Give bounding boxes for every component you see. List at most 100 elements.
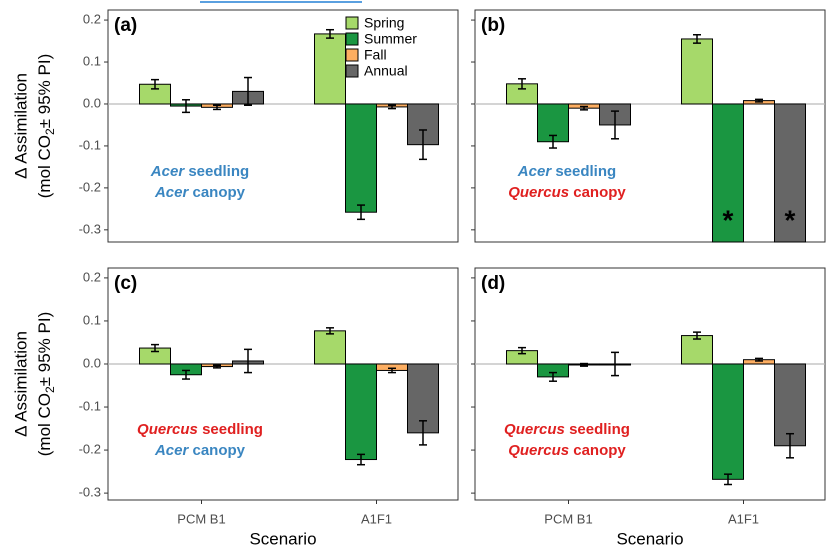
- y-axis-title-part: 2: [43, 128, 57, 135]
- y-axis-title: (mol CO2± 95% PI): [35, 312, 57, 457]
- genus: Quercus: [508, 184, 569, 201]
- panel-frame: [107, 267, 459, 501]
- label-word: canopy: [193, 184, 246, 201]
- annotation-canopy: Acer canopy: [154, 442, 246, 459]
- genus: Acer: [154, 442, 190, 459]
- y-tick-label: -0.1: [79, 398, 101, 413]
- bar: [681, 38, 713, 105]
- annotation-canopy: Acer canopy: [154, 184, 246, 201]
- y-tick-label: 0.2: [83, 269, 101, 284]
- error-bar: [611, 351, 619, 377]
- bar: [345, 103, 377, 213]
- error-bar: [244, 348, 252, 374]
- error-bar: [549, 371, 557, 382]
- error-bar: [213, 104, 221, 111]
- y-tick-label: -0.2: [79, 442, 101, 457]
- asterisk: *: [785, 204, 796, 235]
- error-bar: [611, 110, 619, 140]
- legend-swatch: [345, 64, 359, 78]
- y-axis-title: Δ Assimilation: [11, 73, 30, 179]
- genus: Acer: [150, 163, 186, 180]
- error-bar: [357, 453, 365, 466]
- y-axis-title-part: ± 95% PI): [35, 312, 54, 387]
- bar-off-scale: [774, 103, 806, 243]
- genus: Acer: [517, 163, 553, 180]
- legend-label: Spring: [364, 15, 404, 31]
- error-bar: [518, 78, 526, 90]
- bar-off-scale: [712, 103, 744, 243]
- legend-swatch: [345, 16, 359, 30]
- label-word: seedling: [188, 163, 249, 180]
- error-bar: [419, 129, 427, 161]
- bar: [681, 335, 713, 365]
- genus: Quercus: [137, 421, 198, 438]
- y-tick-label: -0.1: [79, 137, 101, 152]
- x-tick-label: PCM B1: [544, 511, 592, 526]
- x-tick-label: A1F1: [728, 511, 759, 526]
- error-bar: [326, 28, 334, 39]
- error-bar: [151, 78, 159, 90]
- label-word: canopy: [573, 442, 626, 459]
- annotation-seedling: Quercus seedling: [137, 421, 263, 438]
- y-axis-title-part: (mol CO: [35, 393, 54, 456]
- annotation-seedling: Quercus seedling: [504, 421, 630, 438]
- bar: [314, 330, 346, 365]
- legend-label: Summer: [364, 31, 417, 47]
- panel-frame: [474, 9, 826, 243]
- annotation-canopy: Quercus canopy: [508, 442, 626, 459]
- bar: [712, 363, 744, 480]
- annotation-seedling: Acer seedling: [517, 163, 616, 180]
- y-tick-label: 0.0: [83, 355, 101, 370]
- panel-label: (b): [481, 15, 505, 36]
- panel-label: (c): [114, 273, 137, 294]
- y-axis-title: (mol CO2± 95% PI): [35, 54, 57, 199]
- error-bar: [326, 327, 334, 335]
- genus: Acer: [154, 184, 190, 201]
- y-tick-label: 0.2: [83, 12, 101, 27]
- x-axis-title: Scenario: [249, 529, 316, 547]
- error-bar: [388, 367, 396, 374]
- error-bar: [213, 364, 221, 369]
- error-bar: [151, 343, 159, 353]
- genus: Quercus: [504, 421, 565, 438]
- error-bar: [182, 369, 190, 380]
- panel-label: (a): [114, 15, 137, 36]
- panel-frame: [474, 267, 826, 501]
- y-tick-label: 0.0: [83, 95, 101, 110]
- legend-label: Fall: [364, 47, 387, 63]
- y-tick-label: 0.1: [83, 312, 101, 327]
- y-axis-title-part: ± 95% PI): [35, 54, 54, 129]
- annotation-canopy: Quercus canopy: [508, 184, 626, 201]
- error-bar: [724, 473, 732, 486]
- genus: Quercus: [508, 442, 569, 459]
- error-bar: [693, 34, 701, 44]
- error-bar: [388, 104, 396, 110]
- label-word: seedling: [569, 421, 630, 438]
- y-axis-title: Δ Assimilation: [11, 331, 30, 437]
- error-bar: [755, 357, 763, 362]
- label-word: canopy: [193, 442, 246, 459]
- x-axis-title: Scenario: [616, 529, 683, 547]
- label-word: seedling: [202, 421, 263, 438]
- error-bar: [357, 204, 365, 221]
- error-bar: [755, 98, 763, 103]
- bar: [345, 363, 377, 461]
- label-word: seedling: [555, 163, 616, 180]
- panel-frame: [107, 9, 459, 243]
- x-tick-label: A1F1: [361, 511, 392, 526]
- asterisk: *: [723, 204, 734, 235]
- bar: [774, 363, 806, 447]
- y-axis-title-part: (mol CO: [35, 135, 54, 198]
- y-tick-label: -0.3: [79, 221, 101, 236]
- error-bar: [693, 331, 701, 340]
- error-bar: [786, 432, 794, 459]
- y-axis-title-part: 2: [43, 386, 57, 393]
- legend-swatch: [345, 32, 359, 46]
- annotation-seedling: Acer seedling: [150, 163, 249, 180]
- error-bar: [549, 134, 557, 149]
- legend-label: Annual: [364, 63, 408, 79]
- error-bar: [580, 105, 588, 111]
- label-word: canopy: [573, 184, 626, 201]
- y-tick-label: 0.1: [83, 53, 101, 68]
